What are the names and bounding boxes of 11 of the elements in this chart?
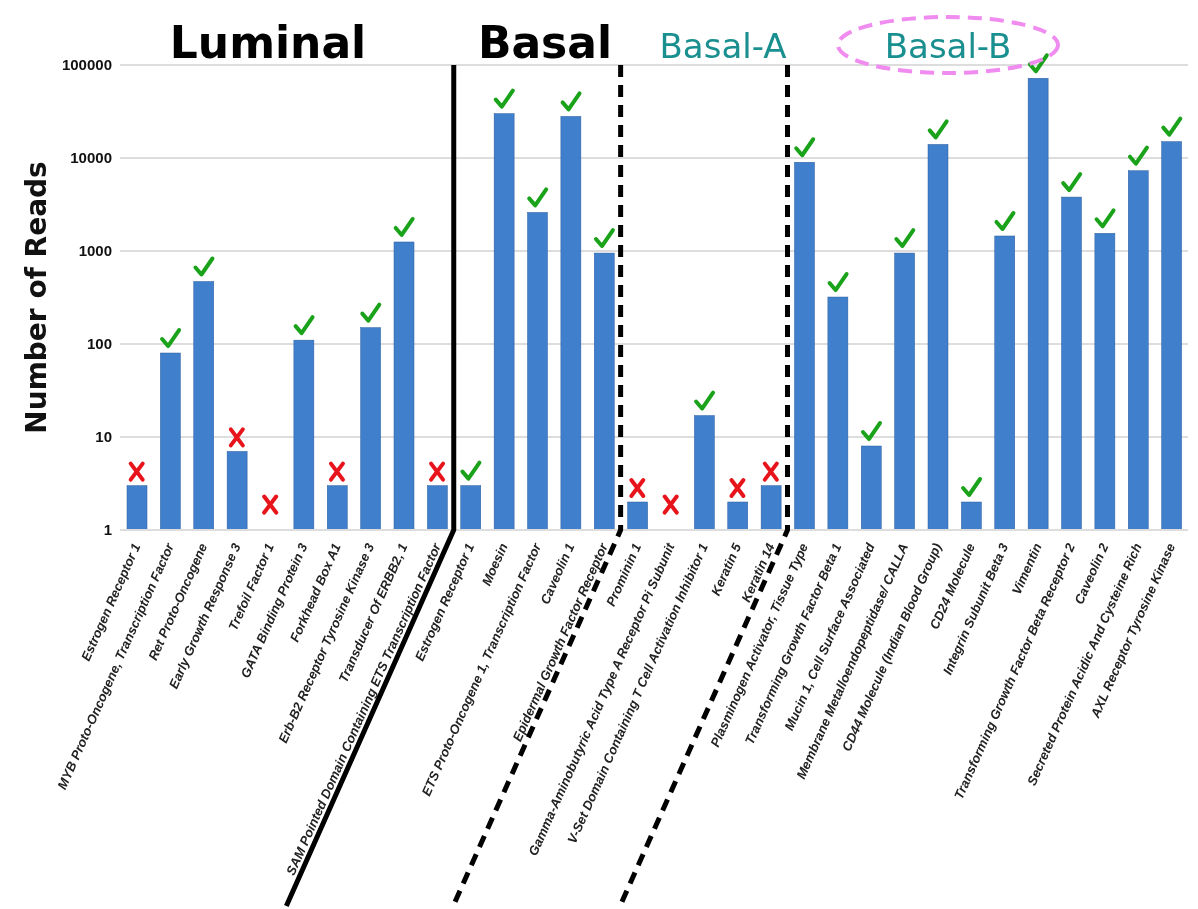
annotation: Basal-B [884,26,1012,66]
annotation: Basal [477,17,613,68]
annotation: Basal-A [659,26,787,66]
y-axis-title: Number of Reads [19,161,53,434]
y-tick-label: 1000 [78,242,112,260]
y-tick-label: 100 [86,335,112,353]
y-tick-label: 10 [95,428,112,446]
annotation: Luminal [169,17,367,68]
y-tick-label: 1 [103,521,112,539]
y-tick-label: 100000 [61,56,112,74]
y-tick-label: 10000 [70,149,112,167]
